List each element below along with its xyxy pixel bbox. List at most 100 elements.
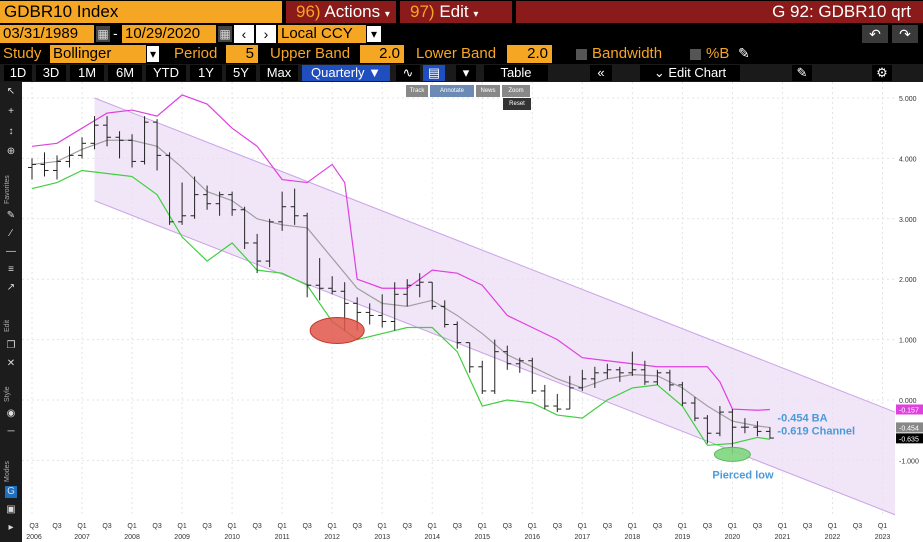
period-max[interactable]: Max xyxy=(260,65,298,81)
mode-icon[interactable]: ▣ xyxy=(6,504,16,515)
ohlc-bar xyxy=(190,176,199,219)
ticker-field[interactable]: GDBR10 Index xyxy=(0,1,282,23)
chevron-down-icon[interactable]: ▾ xyxy=(456,65,476,81)
x-year-label: 2017 xyxy=(575,534,591,541)
period-ytd[interactable]: YTD xyxy=(146,65,186,81)
tag-label: -0.157 xyxy=(899,407,919,414)
period-5y[interactable]: 5Y xyxy=(226,65,256,81)
upper-band-input[interactable]: 2.0 xyxy=(360,45,404,63)
bar-chart-icon[interactable]: ▤ xyxy=(423,65,445,81)
frequency-select[interactable]: Quarterly ▼ xyxy=(302,65,390,81)
mini-news-button[interactable]: News xyxy=(476,85,500,97)
measure-icon[interactable]: ↕ xyxy=(8,126,14,137)
x-quarter-label: Q1 xyxy=(578,523,587,530)
mini-reset-button[interactable]: Reset xyxy=(503,98,531,110)
pencil-tool-icon[interactable]: ✎ xyxy=(6,210,16,221)
mini-annotate-button[interactable]: Annotate xyxy=(430,85,474,97)
calendar-icon[interactable]: ▦ xyxy=(96,26,110,42)
cursor-icon[interactable]: ↖ xyxy=(6,86,16,97)
axis-value-tag: -0.157 xyxy=(896,404,923,415)
crosshair-icon[interactable]: + xyxy=(8,106,14,117)
x-year-label: 2021 xyxy=(775,534,791,541)
chevron-down-icon[interactable]: ▾ xyxy=(367,26,381,42)
ohlc-bar xyxy=(103,116,112,147)
period-1m[interactable]: 1M xyxy=(70,65,104,81)
zoom-icon[interactable]: ⊕ xyxy=(6,146,16,157)
expand-icon[interactable]: ▸ xyxy=(8,522,14,533)
x-quarter-label: Q3 xyxy=(803,523,812,530)
bandwidth-checkbox[interactable] xyxy=(576,49,587,60)
redo-icon[interactable]: ↷ xyxy=(892,25,918,43)
x-quarter-label: Q1 xyxy=(478,523,487,530)
ohlc-bar xyxy=(440,300,449,328)
pencil-icon[interactable]: ✎ xyxy=(738,45,750,61)
mini-track-button[interactable]: Track xyxy=(406,85,428,97)
x-year-label: 2009 xyxy=(174,534,190,541)
ray-icon[interactable]: ↗ xyxy=(6,282,16,293)
lower-band-input[interactable]: 2.0 xyxy=(507,45,552,63)
y-tick-label: 3.000 xyxy=(899,217,917,224)
collapse-icon[interactable]: « xyxy=(590,65,612,81)
start-date-field[interactable]: 03/31/1989 xyxy=(0,25,94,43)
calendar-icon[interactable]: ▦ xyxy=(218,26,232,42)
style-section-label: Style xyxy=(4,386,11,402)
price-bars xyxy=(28,116,774,455)
line-style-icon[interactable]: ─ xyxy=(7,426,15,437)
edit-chart-button[interactable]: ⌄ Edit Chart xyxy=(640,65,740,81)
chevron-right-icon[interactable]: › xyxy=(256,25,276,43)
undo-icon[interactable]: ↶ xyxy=(862,25,888,43)
chevron-left-icon[interactable]: ‹ xyxy=(234,25,254,43)
currency-select[interactable]: Local CCY xyxy=(278,25,366,43)
ohlc-bar xyxy=(315,258,324,301)
date-range-bar: 03/31/1989 ▦ - 10/29/2020 ▦ ‹ › Local CC… xyxy=(0,24,923,44)
period-6m[interactable]: 6M xyxy=(108,65,142,81)
copy-icon[interactable]: ❐ xyxy=(6,340,16,351)
chevron-down-icon[interactable]: ▾ xyxy=(147,46,159,62)
x-quarter-label: Q3 xyxy=(553,523,562,530)
ohlc-bar xyxy=(428,281,437,310)
horizontal-line-icon[interactable]: — xyxy=(6,246,16,257)
ohlc-bar xyxy=(303,212,312,298)
mode-g-icon[interactable]: G xyxy=(5,486,17,498)
y-tick-label: 1.000 xyxy=(899,338,917,345)
period-3d[interactable]: 3D xyxy=(36,65,66,81)
mini-zoom-button[interactable]: Zoom xyxy=(502,85,530,97)
x-quarter-label: Q1 xyxy=(728,523,737,530)
color-icon[interactable]: ◉ xyxy=(6,408,16,419)
period-1d[interactable]: 1D xyxy=(4,65,32,81)
ohlc-bar xyxy=(753,421,762,437)
channel-icon[interactable]: ≡ xyxy=(8,264,14,275)
chart-annotation: -0.454 BA xyxy=(777,413,827,425)
x-quarter-label: Q1 xyxy=(177,523,186,530)
x-year-label: 2006 xyxy=(26,534,42,541)
ohlc-bar xyxy=(590,366,599,388)
chevron-down-icon: ▾ xyxy=(384,9,390,20)
x-year-label: 2008 xyxy=(124,534,140,541)
x-year-label: 2010 xyxy=(224,534,240,541)
actions-label: Actions xyxy=(324,2,381,21)
period-input[interactable]: 5 xyxy=(226,45,258,63)
draw-icon[interactable]: ✎ xyxy=(792,65,812,81)
trendline-icon[interactable]: ∕ xyxy=(10,228,12,239)
pctb-checkbox[interactable] xyxy=(690,49,701,60)
ohlc-bar xyxy=(515,357,524,373)
x-quarter-label: Q1 xyxy=(127,523,136,530)
ohlc-bar xyxy=(703,415,712,444)
table-button[interactable]: Table xyxy=(484,65,548,81)
gear-icon[interactable]: ⚙ xyxy=(872,65,892,81)
ohlc-bar xyxy=(290,188,299,225)
edit-menu[interactable]: 97) Edit ▾ xyxy=(400,1,512,23)
line-chart-icon[interactable]: ∿ xyxy=(396,65,420,81)
actions-menu[interactable]: 96) Actions ▾ xyxy=(286,1,396,23)
ohlc-bar xyxy=(728,409,737,455)
period-1y[interactable]: 1Y xyxy=(190,65,222,81)
bandwidth-label: Bandwidth xyxy=(592,45,663,62)
study-select[interactable]: Bollinger xyxy=(50,45,146,63)
x-quarter-label: Q3 xyxy=(653,523,662,530)
ohlc-bar xyxy=(53,155,62,180)
x-year-label: 2023 xyxy=(875,534,891,541)
x-quarter-label: Q3 xyxy=(753,523,762,530)
delete-icon[interactable]: ✕ xyxy=(6,358,16,369)
end-date-field[interactable]: 10/29/2020 xyxy=(122,25,216,43)
